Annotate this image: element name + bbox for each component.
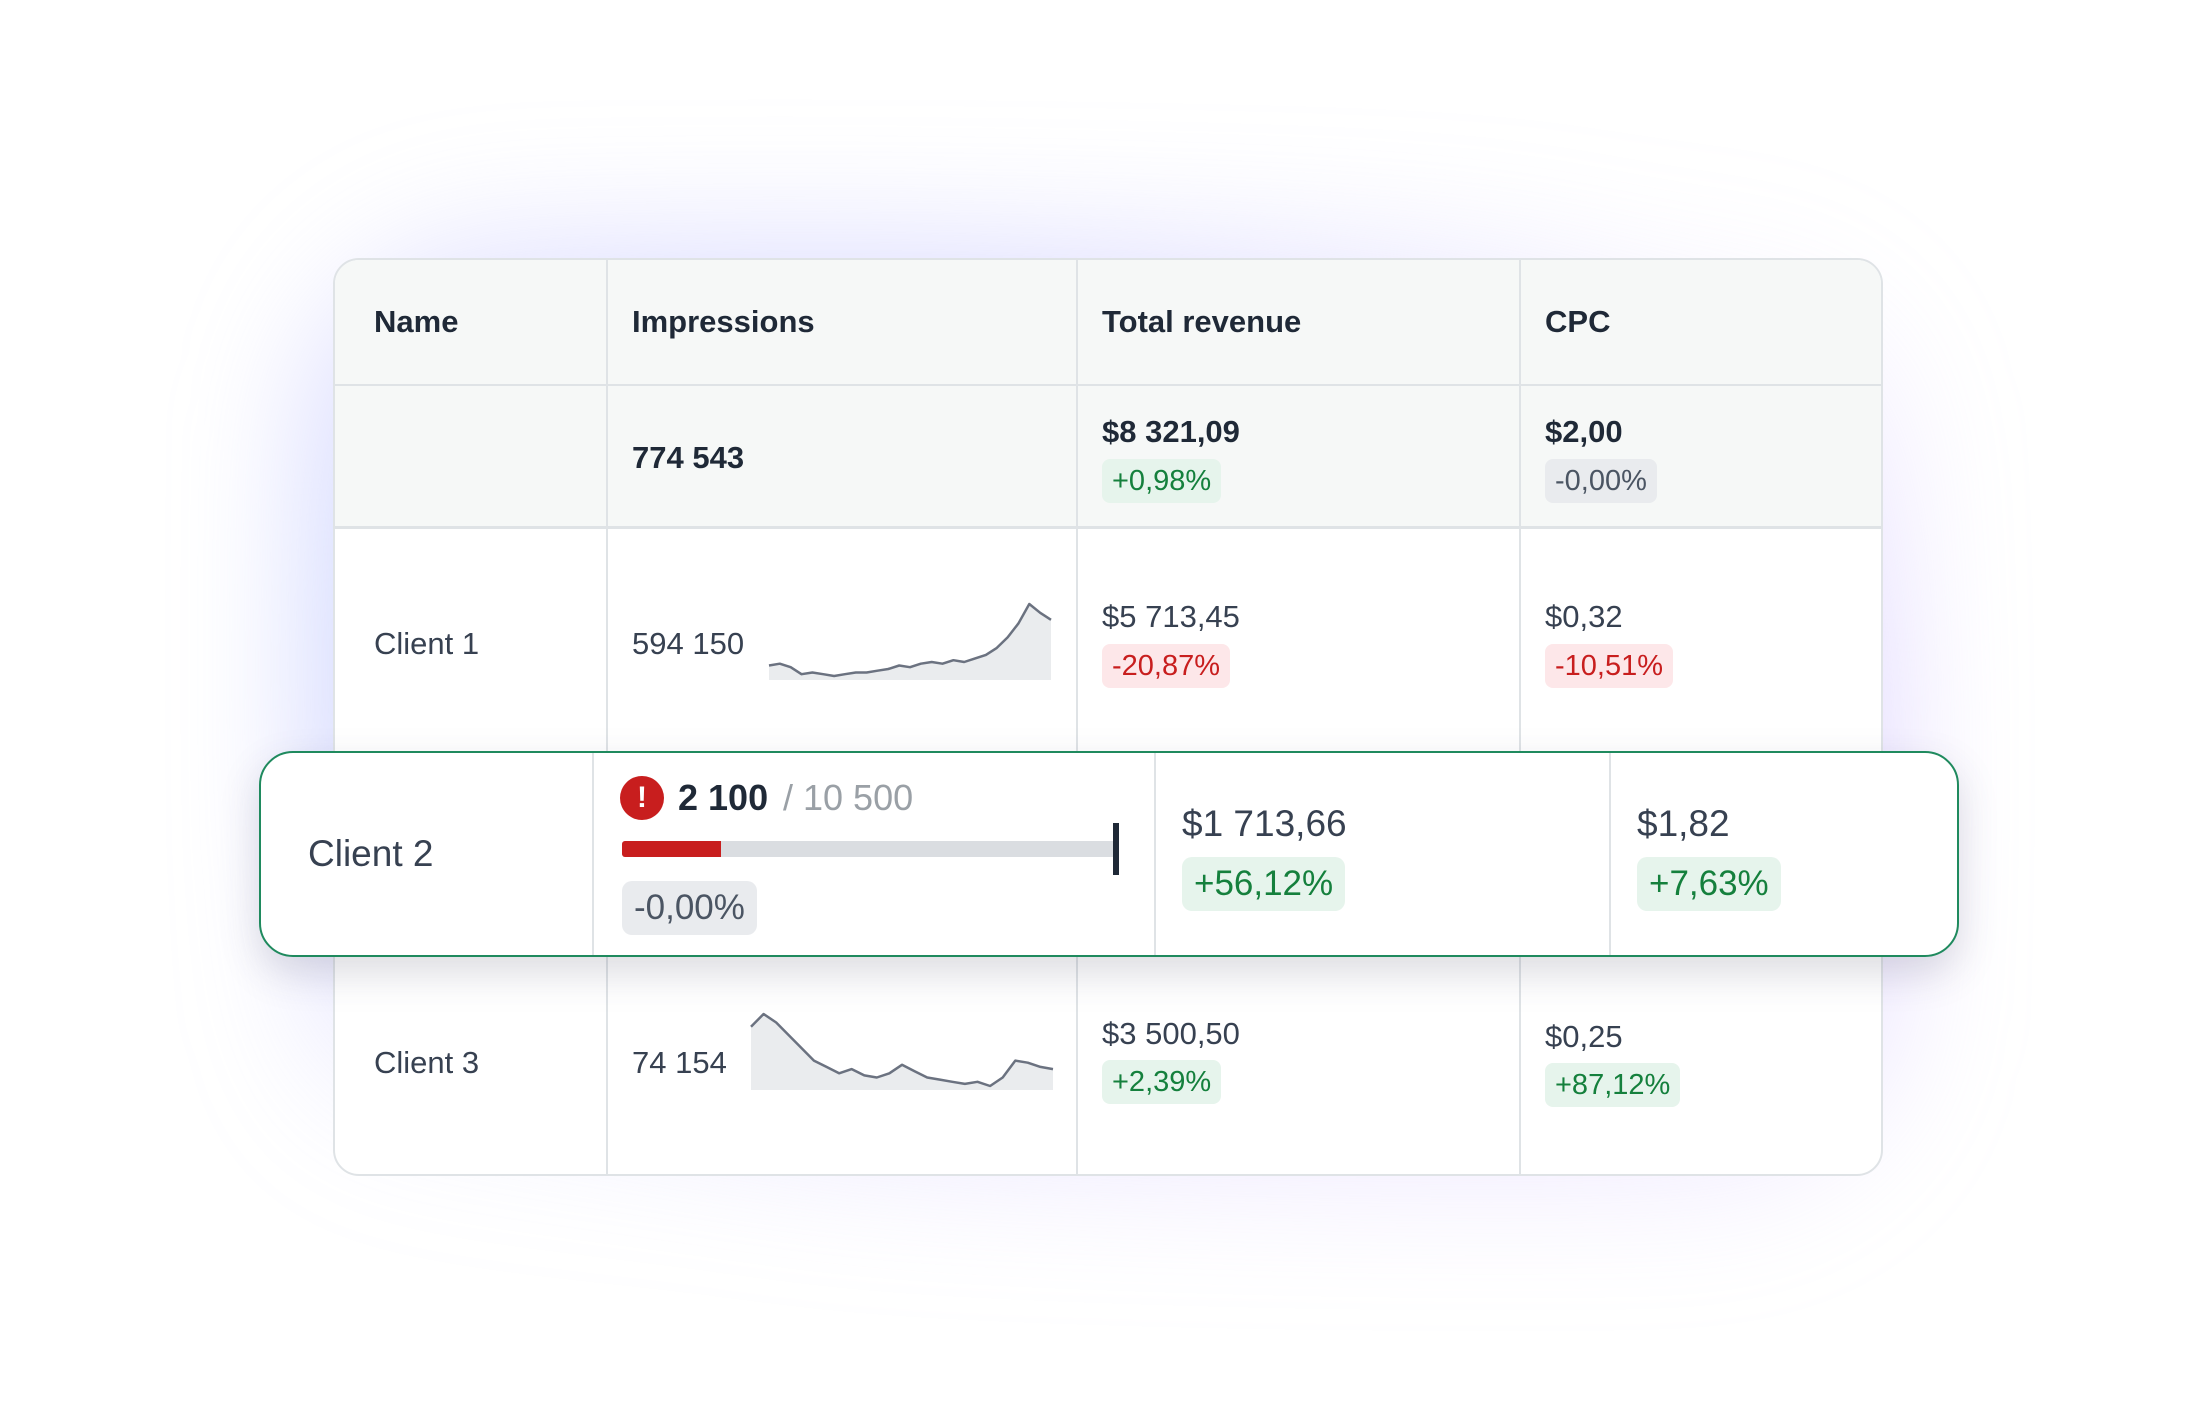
- row-1-impressions-sparkline: [768, 602, 1052, 680]
- column-divider: [1154, 753, 1156, 955]
- row-3-cpc: $0,25: [1545, 1019, 1623, 1054]
- row-divider: [335, 526, 1881, 529]
- column-header-cpc[interactable]: CPC: [1545, 304, 1611, 339]
- column-header-total-revenue[interactable]: Total revenue: [1102, 304, 1302, 339]
- row-2-cpc: $1,82: [1637, 803, 1730, 844]
- row-2-impressions-progress-bar: [622, 841, 1116, 857]
- row-divider: [335, 384, 1881, 386]
- column-divider: [592, 753, 594, 955]
- summary-cpc-change-badge: -0,00%: [1545, 459, 1657, 503]
- data-table: Name Impressions Total revenue CPC 774 5…: [333, 258, 1883, 1176]
- row-3-impressions-sparkline: [750, 1012, 1054, 1090]
- sparkline-line: [750, 1012, 1054, 1088]
- row-2-client-name[interactable]: Client 2: [308, 833, 434, 874]
- progress-target-marker: [1113, 823, 1119, 875]
- row-1-revenue: $5 713,45: [1102, 599, 1240, 634]
- row-3-cpc-change-badge: +87,12%: [1545, 1063, 1681, 1107]
- summary-impressions: 774 543: [632, 440, 745, 475]
- row-1-revenue-change-badge: -20,87%: [1102, 644, 1231, 688]
- sparkline-line: [768, 602, 1052, 678]
- row-2-impressions-change-badge: -0,00%: [622, 881, 757, 935]
- row-2-revenue-change-badge: +56,12%: [1182, 857, 1346, 911]
- row-1-impressions: 594 150: [632, 626, 745, 661]
- row-1-cpc-change-badge: -10,51%: [1545, 644, 1674, 688]
- row-2-revenue: $1 713,66: [1182, 803, 1347, 844]
- row-3-revenue: $3 500,50: [1102, 1016, 1240, 1051]
- row-2-impressions-target: / 10 500: [783, 777, 914, 818]
- row-1-client-name[interactable]: Client 1: [374, 626, 480, 661]
- progress-fill: [622, 841, 721, 857]
- row-2-impressions-current: 2 100: [678, 777, 769, 818]
- sparkline-area: [769, 604, 1051, 680]
- sparkline-area: [751, 1014, 1053, 1090]
- row-3-revenue-change-badge: +2,39%: [1102, 1060, 1222, 1104]
- column-divider: [1519, 260, 1521, 1174]
- exclamation-circle-icon: !: [620, 776, 664, 820]
- row-3-impressions: 74 154: [632, 1045, 727, 1080]
- row-3-client-name[interactable]: Client 3: [374, 1045, 480, 1080]
- column-divider: [1076, 260, 1078, 1174]
- row-2-cpc-change-badge: +7,63%: [1637, 857, 1781, 911]
- column-header-impressions[interactable]: Impressions: [632, 304, 815, 339]
- column-header-name[interactable]: Name: [374, 304, 459, 339]
- column-divider: [606, 260, 608, 1174]
- column-divider: [1609, 753, 1611, 955]
- row-1-cpc: $0,32: [1545, 599, 1623, 634]
- summary-revenue-change-badge: +0,98%: [1102, 459, 1222, 503]
- summary-cpc: $2,00: [1545, 414, 1623, 449]
- summary-revenue: $8 321,09: [1102, 414, 1240, 449]
- highlighted-row-client-2[interactable]: Client 2 ! 2 100 / 10 500 -0,00% $1 713,…: [259, 751, 1959, 957]
